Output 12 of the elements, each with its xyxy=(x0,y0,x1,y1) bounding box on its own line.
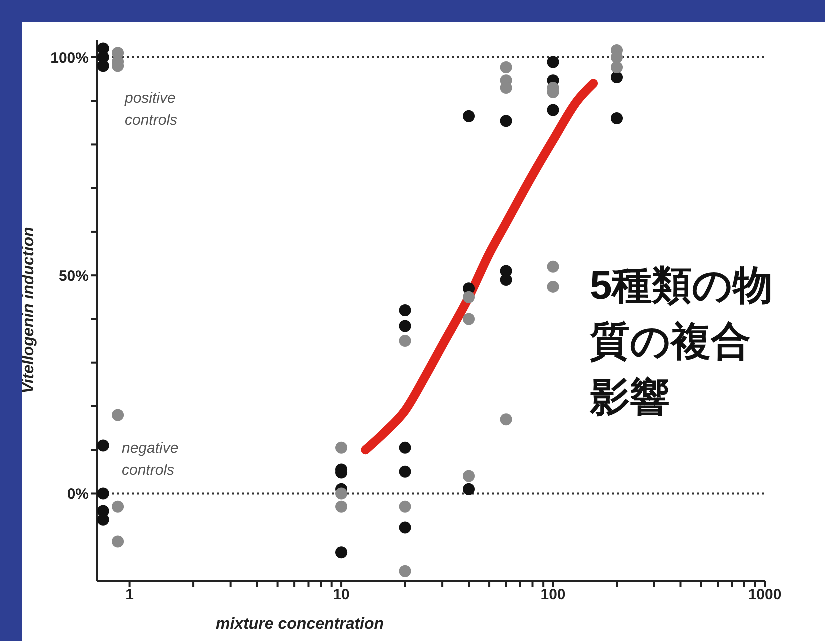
y-tick-label: 100% xyxy=(50,50,89,67)
y-axis-title: Vitellogenin induction xyxy=(20,227,38,394)
y-tick-label: 50% xyxy=(58,268,89,285)
annotation: 5種類の物質の複合影響 xyxy=(590,263,774,422)
x-tick-label: 100 xyxy=(540,586,566,604)
annotation: positive controls xyxy=(125,89,179,131)
y-tick-label: 0% xyxy=(67,486,89,504)
annotation: negative controls xyxy=(122,439,180,481)
x-tick-label: 10 xyxy=(333,586,350,604)
x-tick-label: 1 xyxy=(126,586,134,604)
x-axis-title: mixture concentration xyxy=(216,616,384,633)
x-tick-label: 1000 xyxy=(748,586,782,604)
